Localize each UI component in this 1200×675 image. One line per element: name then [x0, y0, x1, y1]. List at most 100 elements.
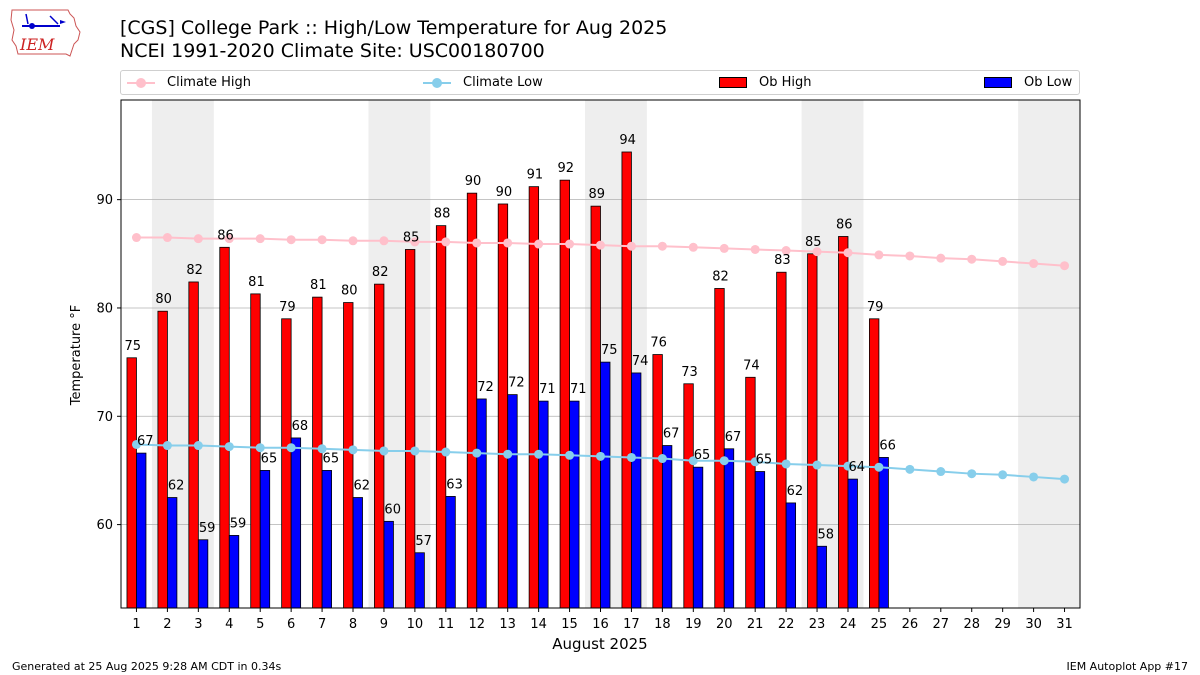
- climate-low-point: [255, 443, 265, 453]
- climate-low-point: [193, 441, 203, 451]
- data-label: 85: [403, 230, 420, 245]
- climate-high-point: [534, 239, 544, 249]
- data-label: 58: [818, 527, 835, 542]
- chart-subtitle: NCEI 1991-2020 Climate Site: USC00180700: [120, 40, 545, 62]
- ob-low-bar: [507, 394, 518, 609]
- ob-low-bar: [847, 478, 858, 609]
- climate-low-point: [131, 439, 141, 449]
- climate-high-point: [936, 253, 946, 263]
- ob-high-bar: [497, 203, 509, 609]
- data-label: 65: [756, 453, 773, 468]
- legend-item-ob-low: Ob Low: [984, 74, 1072, 91]
- y-axis-label: Temperature °F: [69, 305, 84, 406]
- x-tick-label: 21: [747, 617, 764, 632]
- ob-high-bar: [435, 225, 447, 609]
- ob-low-bar: [352, 497, 363, 609]
- data-label: 90: [496, 185, 513, 200]
- climate-low-point: [472, 448, 482, 458]
- data-label: 65: [323, 451, 340, 466]
- data-label: 64: [848, 460, 865, 475]
- climate-low-point: [936, 467, 946, 477]
- ob-high-bar: [745, 376, 756, 609]
- ob-low-bar: [476, 398, 487, 609]
- climate-low-point: [657, 454, 667, 464]
- data-label: 65: [694, 448, 711, 463]
- data-label: 76: [650, 336, 667, 351]
- climate-low-point: [874, 462, 884, 472]
- data-label: 94: [619, 133, 636, 148]
- ob-high-bar: [281, 318, 292, 609]
- climate-high-point: [317, 235, 327, 245]
- climate-high-point: [410, 237, 420, 247]
- y-tick-label: 80: [96, 301, 113, 316]
- ob-high-bar: [621, 151, 632, 609]
- x-tick-label: 26: [902, 617, 919, 632]
- climate-low-point: [1029, 472, 1039, 482]
- climate-high-swatch: [127, 77, 155, 88]
- climate-low-point: [410, 446, 420, 456]
- y-tick-label: 90: [96, 193, 113, 208]
- ob-low-bar: [569, 400, 580, 609]
- ob-low-bar: [259, 470, 271, 609]
- x-tick-label: 15: [561, 617, 578, 632]
- weekend-shade: [1018, 100, 1080, 608]
- climate-low-point: [781, 459, 791, 469]
- climate-low-point: [348, 445, 358, 455]
- climate-low-point: [534, 449, 544, 459]
- data-label: 67: [663, 427, 680, 442]
- legend-item-climate-high: Climate High: [127, 74, 251, 91]
- chart-title: [CGS] College Park :: High/Low Temperatu…: [120, 17, 668, 39]
- data-label: 82: [186, 263, 203, 278]
- legend-label-ob-low: Ob Low: [1024, 75, 1073, 90]
- x-tick-label: 22: [778, 617, 795, 632]
- ob-high-bar: [838, 236, 849, 609]
- x-tick-label: 12: [468, 617, 485, 632]
- climate-low-point: [224, 442, 234, 452]
- x-tick-label: 20: [716, 617, 733, 632]
- data-label: 74: [632, 354, 649, 369]
- x-tick-label: 23: [809, 617, 826, 632]
- data-label: 72: [477, 380, 494, 395]
- ob-high-swatch: [719, 77, 747, 88]
- legend: Climate High Climate Low Ob High Ob Low: [120, 70, 1080, 95]
- footer-app-text: IEM Autoplot App #17: [1066, 660, 1189, 673]
- ob-low-bar: [600, 361, 611, 609]
- x-tick-label: 18: [654, 617, 671, 632]
- ob-low-bar: [661, 445, 673, 609]
- ob-high-bar: [219, 246, 230, 609]
- data-label: 73: [681, 365, 698, 380]
- climate-low-point: [750, 457, 760, 467]
- x-tick-label: 16: [592, 617, 609, 632]
- ob-high-bar: [157, 310, 168, 609]
- climate-high-point: [812, 247, 822, 257]
- ob-low-bar: [197, 539, 209, 609]
- climate-low-point: [379, 446, 389, 456]
- data-label: 62: [168, 479, 185, 494]
- climate-high-point: [286, 235, 296, 245]
- x-tick-label: 5: [256, 617, 264, 632]
- x-axis-label: August 2025: [552, 635, 647, 653]
- ob-low-bar: [754, 471, 766, 609]
- ob-low-bar: [878, 457, 889, 609]
- ob-high-bar: [466, 192, 478, 609]
- ob-low-bar: [167, 497, 178, 609]
- climate-high-point: [162, 233, 172, 243]
- data-label: 75: [124, 339, 141, 354]
- ob-low-bar: [816, 545, 827, 609]
- x-tick-label: 24: [840, 617, 857, 632]
- legend-item-climate-low: Climate Low: [423, 74, 543, 91]
- data-label: 59: [199, 521, 216, 536]
- climate-high-point: [719, 243, 729, 253]
- data-label: 62: [353, 479, 370, 494]
- ob-low-bar: [136, 452, 147, 609]
- x-tick-label: 4: [225, 617, 233, 632]
- x-tick-label: 11: [438, 617, 455, 632]
- legend-label-ob-high: Ob High: [759, 75, 812, 90]
- legend-label-climate-low: Climate Low: [463, 75, 543, 90]
- climate-high-point: [657, 241, 667, 251]
- climate-low-point: [719, 456, 729, 466]
- data-label: 89: [588, 187, 605, 202]
- data-label: 71: [539, 382, 556, 397]
- data-label: 92: [558, 161, 575, 176]
- climate-low-point: [1060, 474, 1070, 484]
